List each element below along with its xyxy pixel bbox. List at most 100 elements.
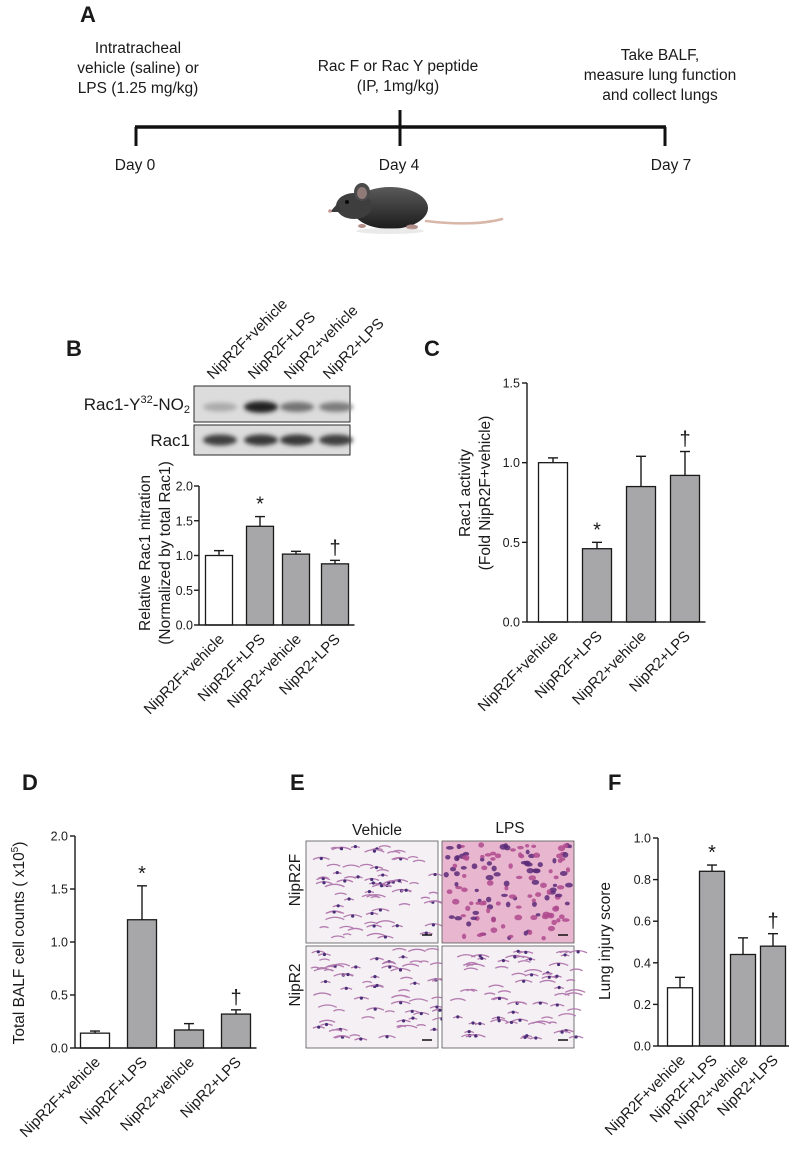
septum-2-64 (409, 960, 423, 963)
nucleus-0-34 (371, 881, 375, 885)
septum-0-59 (359, 863, 374, 867)
bar-b-3 (320, 563, 350, 626)
nucleus-0-21 (343, 879, 347, 883)
cell-1-41 (445, 854, 451, 860)
nucleus-3-6 (574, 1035, 578, 1039)
cell-1-72 (494, 853, 502, 859)
y-tick-label-d-3: 1.5 (51, 883, 68, 897)
bar-c-0 (537, 462, 569, 623)
significance-c-3: † (679, 429, 690, 451)
nucleus-0-15 (433, 872, 437, 877)
histology-image-frame-3 (441, 945, 575, 1049)
nucleus-3-52 (478, 954, 482, 958)
bar-c-3 (669, 474, 701, 623)
nucleus-0-43 (378, 908, 383, 912)
cell-1-9 (504, 885, 509, 891)
septum-3-23 (497, 990, 511, 993)
septum-3-9 (511, 972, 526, 976)
histology-image-1 (441, 840, 575, 944)
cell-1-27 (540, 882, 547, 888)
cell-1-108 (547, 925, 556, 932)
cell-1-118 (456, 843, 462, 850)
cell-1-137 (531, 898, 536, 903)
cell-1-19 (493, 872, 501, 877)
nucleus-0-48 (321, 877, 325, 881)
nucleus-0-65 (332, 910, 336, 914)
bar-b-1 (245, 525, 275, 626)
cell-1-42 (514, 914, 523, 921)
nucleus-2-20 (411, 1016, 415, 1020)
blot-row-label-0-sub: 2 (184, 404, 190, 416)
nucleus-3-37 (557, 985, 561, 990)
nucleus-0-44 (383, 935, 388, 939)
septum-3-68 (542, 972, 552, 976)
category-label-c-0: NipR2F+vehicle (475, 628, 562, 715)
nucleus-2-12 (388, 965, 392, 969)
septum-0-17 (342, 864, 360, 868)
nucleus-0-39 (370, 877, 374, 882)
septum-3-59 (516, 1001, 526, 1004)
septum-2-3 (397, 1024, 418, 1029)
cell-1-122 (508, 894, 517, 899)
y-tick-label-c-0: 0.0 (503, 616, 520, 630)
cell-1-26 (446, 889, 453, 895)
cell-1-101 (517, 845, 524, 850)
y-axis-title-c-0: Rac1 activity (457, 449, 474, 537)
nucleus-3-51 (511, 1010, 515, 1014)
cell-1-136 (503, 843, 509, 849)
blot-band-1-0 (203, 434, 237, 446)
y-tick-label-c-2: 1.0 (503, 456, 520, 470)
cell-1-97 (486, 861, 493, 866)
cell-1-70 (486, 880, 494, 886)
septum-2-44 (332, 963, 351, 967)
cell-1-10 (454, 871, 460, 877)
histology-image-0 (305, 840, 443, 944)
nucleus-3-49 (478, 1022, 482, 1026)
nucleus-2-6 (401, 1019, 406, 1023)
event-2-line-2: and collect lungs (602, 87, 718, 104)
nucleus-3-34 (557, 962, 561, 967)
septum-3-60 (569, 968, 583, 972)
nucleus-0-38 (335, 870, 339, 875)
cell-1-78 (479, 857, 485, 862)
cell-1-99 (461, 887, 468, 893)
y-tick-label-b-0: 0.0 (176, 619, 193, 633)
septum-2-50 (398, 989, 410, 992)
western-blot: NipR2F+vehicleNipR2F+LPSNipR2+vehicleNip… (84, 296, 388, 456)
septum-3-50 (449, 997, 466, 1002)
y-tick-label-b-1: 0.5 (176, 584, 193, 598)
septum-2-35 (384, 1010, 395, 1013)
nucleus-2-62 (354, 965, 358, 969)
mouse-icon (328, 183, 504, 234)
bar-d-3 (220, 1013, 252, 1049)
cell-1-123 (454, 881, 459, 887)
septum-2-53 (362, 980, 373, 984)
day-7-label: Day 7 (651, 157, 692, 174)
nucleus-2-28 (317, 1025, 321, 1029)
event-0-line-2: LPS (1.25 mg/kg) (78, 80, 199, 97)
cell-1-43 (465, 905, 471, 912)
cell-1-8 (515, 905, 522, 909)
nucleus-3-58 (497, 996, 502, 1001)
bar-b-0 (204, 554, 234, 626)
category-label-d-0: NipR2F+vehicle (17, 1054, 104, 1141)
cell-1-83 (495, 901, 501, 906)
septum-2-26 (396, 1024, 407, 1028)
cell-1-35 (455, 854, 460, 861)
cell-1-3 (556, 885, 565, 890)
cell-1-121 (535, 913, 541, 917)
cell-1-107 (549, 887, 557, 893)
blot-row-label-0-text: Rac1-Y (84, 395, 141, 414)
y-tick-label-d-0: 0.0 (51, 1042, 68, 1056)
septum-3-8 (460, 988, 475, 992)
blot-row-label-1-text: Rac1 (150, 431, 190, 450)
cell-1-138 (548, 869, 553, 874)
nucleus-2-36 (401, 955, 405, 959)
septum-3-56 (554, 992, 570, 996)
septum-3-5 (488, 984, 504, 988)
nucleus-2-54 (316, 950, 320, 954)
cell-1-127 (526, 867, 534, 874)
chart-d: 0.00.51.01.52.0*†NipR2F+vehicleNipR2F+LP… (10, 830, 257, 1141)
significance-f-3: † (767, 911, 778, 933)
cell-1-79 (530, 915, 538, 921)
